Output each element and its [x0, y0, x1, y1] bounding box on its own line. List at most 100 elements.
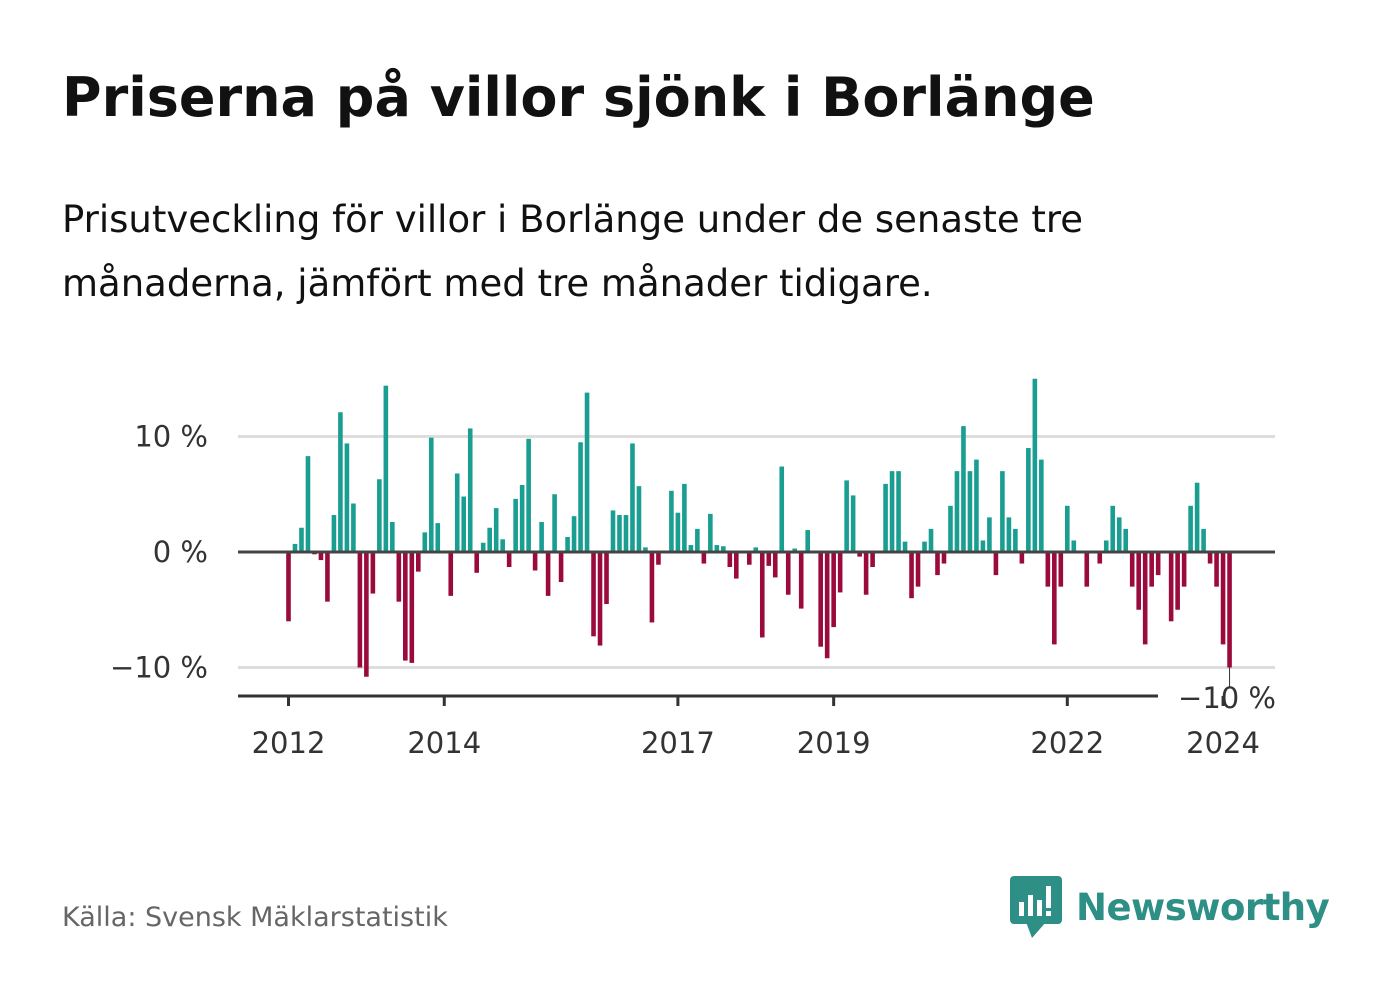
bar: [941, 552, 947, 564]
bar: [909, 552, 914, 599]
bar: [416, 552, 421, 572]
bar: [961, 426, 966, 552]
bar: [948, 505, 953, 552]
bar: [390, 521, 395, 552]
bar: [610, 510, 616, 552]
bar: [818, 552, 823, 647]
bar: [1065, 505, 1070, 552]
bar: [623, 515, 629, 552]
bar: [805, 530, 810, 552]
newsworthy-logo[interactable]: Newsworthy: [1010, 876, 1330, 938]
bar: [1214, 552, 1219, 587]
bar: [1129, 552, 1135, 587]
bar: [954, 471, 960, 552]
bar: [480, 542, 486, 552]
x-tick-label: 2024: [1186, 726, 1260, 760]
bar: [552, 494, 557, 552]
bar: [870, 552, 875, 568]
x-tick-label: 2019: [797, 726, 871, 760]
bar: [837, 552, 843, 593]
bar: [967, 471, 973, 552]
bar: [727, 552, 733, 568]
newsworthy-logo-icon: [1010, 876, 1062, 938]
bar: [630, 443, 635, 552]
bar: [1006, 517, 1012, 552]
bar: [695, 528, 700, 552]
bar: [1000, 471, 1005, 552]
bar: [850, 495, 856, 552]
bar: [753, 547, 759, 552]
bar: [993, 552, 999, 576]
bar: [766, 552, 772, 566]
bar: [338, 412, 343, 552]
chart-title: Priserna på villor sjönk i Borlänge: [62, 66, 1095, 129]
x-tick-label: 2022: [1030, 726, 1104, 760]
bar: [500, 539, 505, 552]
bar: [617, 515, 622, 552]
bar: [286, 552, 291, 622]
bar: [1149, 552, 1154, 587]
bar: [1071, 540, 1077, 552]
bar: [461, 496, 467, 552]
bar: [708, 513, 713, 552]
bar: [1123, 528, 1129, 552]
bar: [824, 552, 830, 659]
bar: [889, 471, 895, 552]
bar: [1013, 528, 1018, 552]
bar: [980, 540, 986, 552]
bar: [792, 548, 798, 552]
bar: [1142, 552, 1148, 645]
bar: [1194, 482, 1200, 552]
bar: [558, 552, 564, 583]
bar: [669, 490, 674, 552]
newsworthy-logo-text: Newsworthy: [1076, 885, 1330, 929]
bar: [1181, 552, 1187, 587]
bar: [1227, 552, 1232, 668]
bar: [578, 442, 583, 552]
bar: [1026, 448, 1031, 552]
bar: [318, 552, 324, 561]
bar: [734, 552, 739, 579]
bar: [305, 456, 311, 552]
bar: [377, 479, 382, 552]
bar: [331, 515, 337, 552]
bar: [1058, 552, 1064, 587]
bar: [487, 527, 492, 552]
bar: [798, 552, 804, 609]
bar: [539, 521, 544, 552]
bar: [403, 552, 408, 661]
bar: [772, 552, 778, 578]
bar: [682, 483, 687, 552]
bar: [1032, 378, 1038, 552]
bar: [1188, 505, 1193, 552]
bar: [344, 443, 350, 552]
bar: [636, 486, 642, 552]
bar: [831, 552, 836, 628]
bar: [643, 547, 648, 552]
bar: [513, 498, 518, 552]
bar: [675, 512, 681, 552]
bar: [656, 552, 661, 565]
bar: [785, 552, 791, 595]
bar: [422, 532, 428, 552]
bar: [928, 528, 934, 552]
bar: [649, 552, 655, 623]
bar: [1220, 552, 1226, 645]
x-tick-label: 2014: [407, 726, 481, 760]
bar: [863, 552, 869, 595]
bar: [844, 480, 849, 552]
bar: [532, 552, 538, 571]
bar: [1103, 540, 1109, 552]
bar: [1052, 552, 1057, 645]
bar: [493, 508, 499, 552]
bar: [454, 473, 460, 552]
bar: [701, 552, 707, 564]
bar: [370, 552, 376, 594]
bar: [721, 546, 726, 552]
bar: [1019, 552, 1025, 564]
bar: [688, 545, 694, 552]
bar: [357, 552, 363, 668]
bar: [1136, 552, 1141, 610]
bar: [448, 552, 454, 596]
